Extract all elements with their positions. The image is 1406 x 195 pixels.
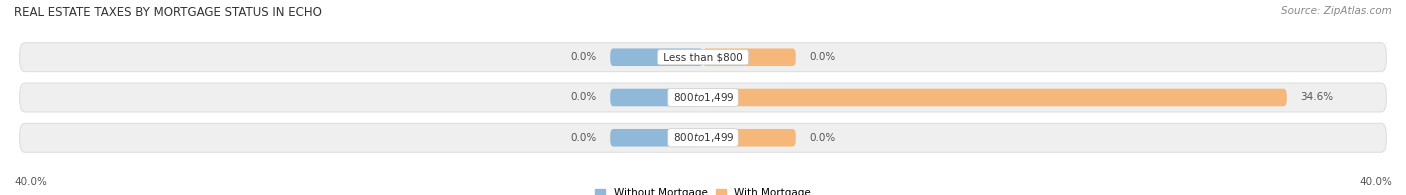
Text: 0.0%: 0.0% <box>571 92 596 103</box>
Legend: Without Mortgage, With Mortgage: Without Mortgage, With Mortgage <box>595 188 811 195</box>
Text: 0.0%: 0.0% <box>810 133 835 143</box>
Text: Less than $800: Less than $800 <box>659 52 747 62</box>
FancyBboxPatch shape <box>20 83 1386 112</box>
Text: $800 to $1,499: $800 to $1,499 <box>671 131 735 144</box>
FancyBboxPatch shape <box>703 89 1286 106</box>
FancyBboxPatch shape <box>20 123 1386 152</box>
FancyBboxPatch shape <box>610 48 703 66</box>
Text: Source: ZipAtlas.com: Source: ZipAtlas.com <box>1281 6 1392 16</box>
Text: $800 to $1,499: $800 to $1,499 <box>671 91 735 104</box>
Text: 40.0%: 40.0% <box>1360 177 1392 187</box>
Text: 0.0%: 0.0% <box>571 133 596 143</box>
FancyBboxPatch shape <box>610 89 703 106</box>
FancyBboxPatch shape <box>703 48 796 66</box>
Text: 0.0%: 0.0% <box>810 52 835 62</box>
FancyBboxPatch shape <box>703 129 796 147</box>
FancyBboxPatch shape <box>610 129 703 147</box>
Text: 40.0%: 40.0% <box>14 177 46 187</box>
Text: REAL ESTATE TAXES BY MORTGAGE STATUS IN ECHO: REAL ESTATE TAXES BY MORTGAGE STATUS IN … <box>14 6 322 19</box>
Text: 0.0%: 0.0% <box>571 52 596 62</box>
Text: 34.6%: 34.6% <box>1301 92 1333 103</box>
FancyBboxPatch shape <box>20 43 1386 72</box>
